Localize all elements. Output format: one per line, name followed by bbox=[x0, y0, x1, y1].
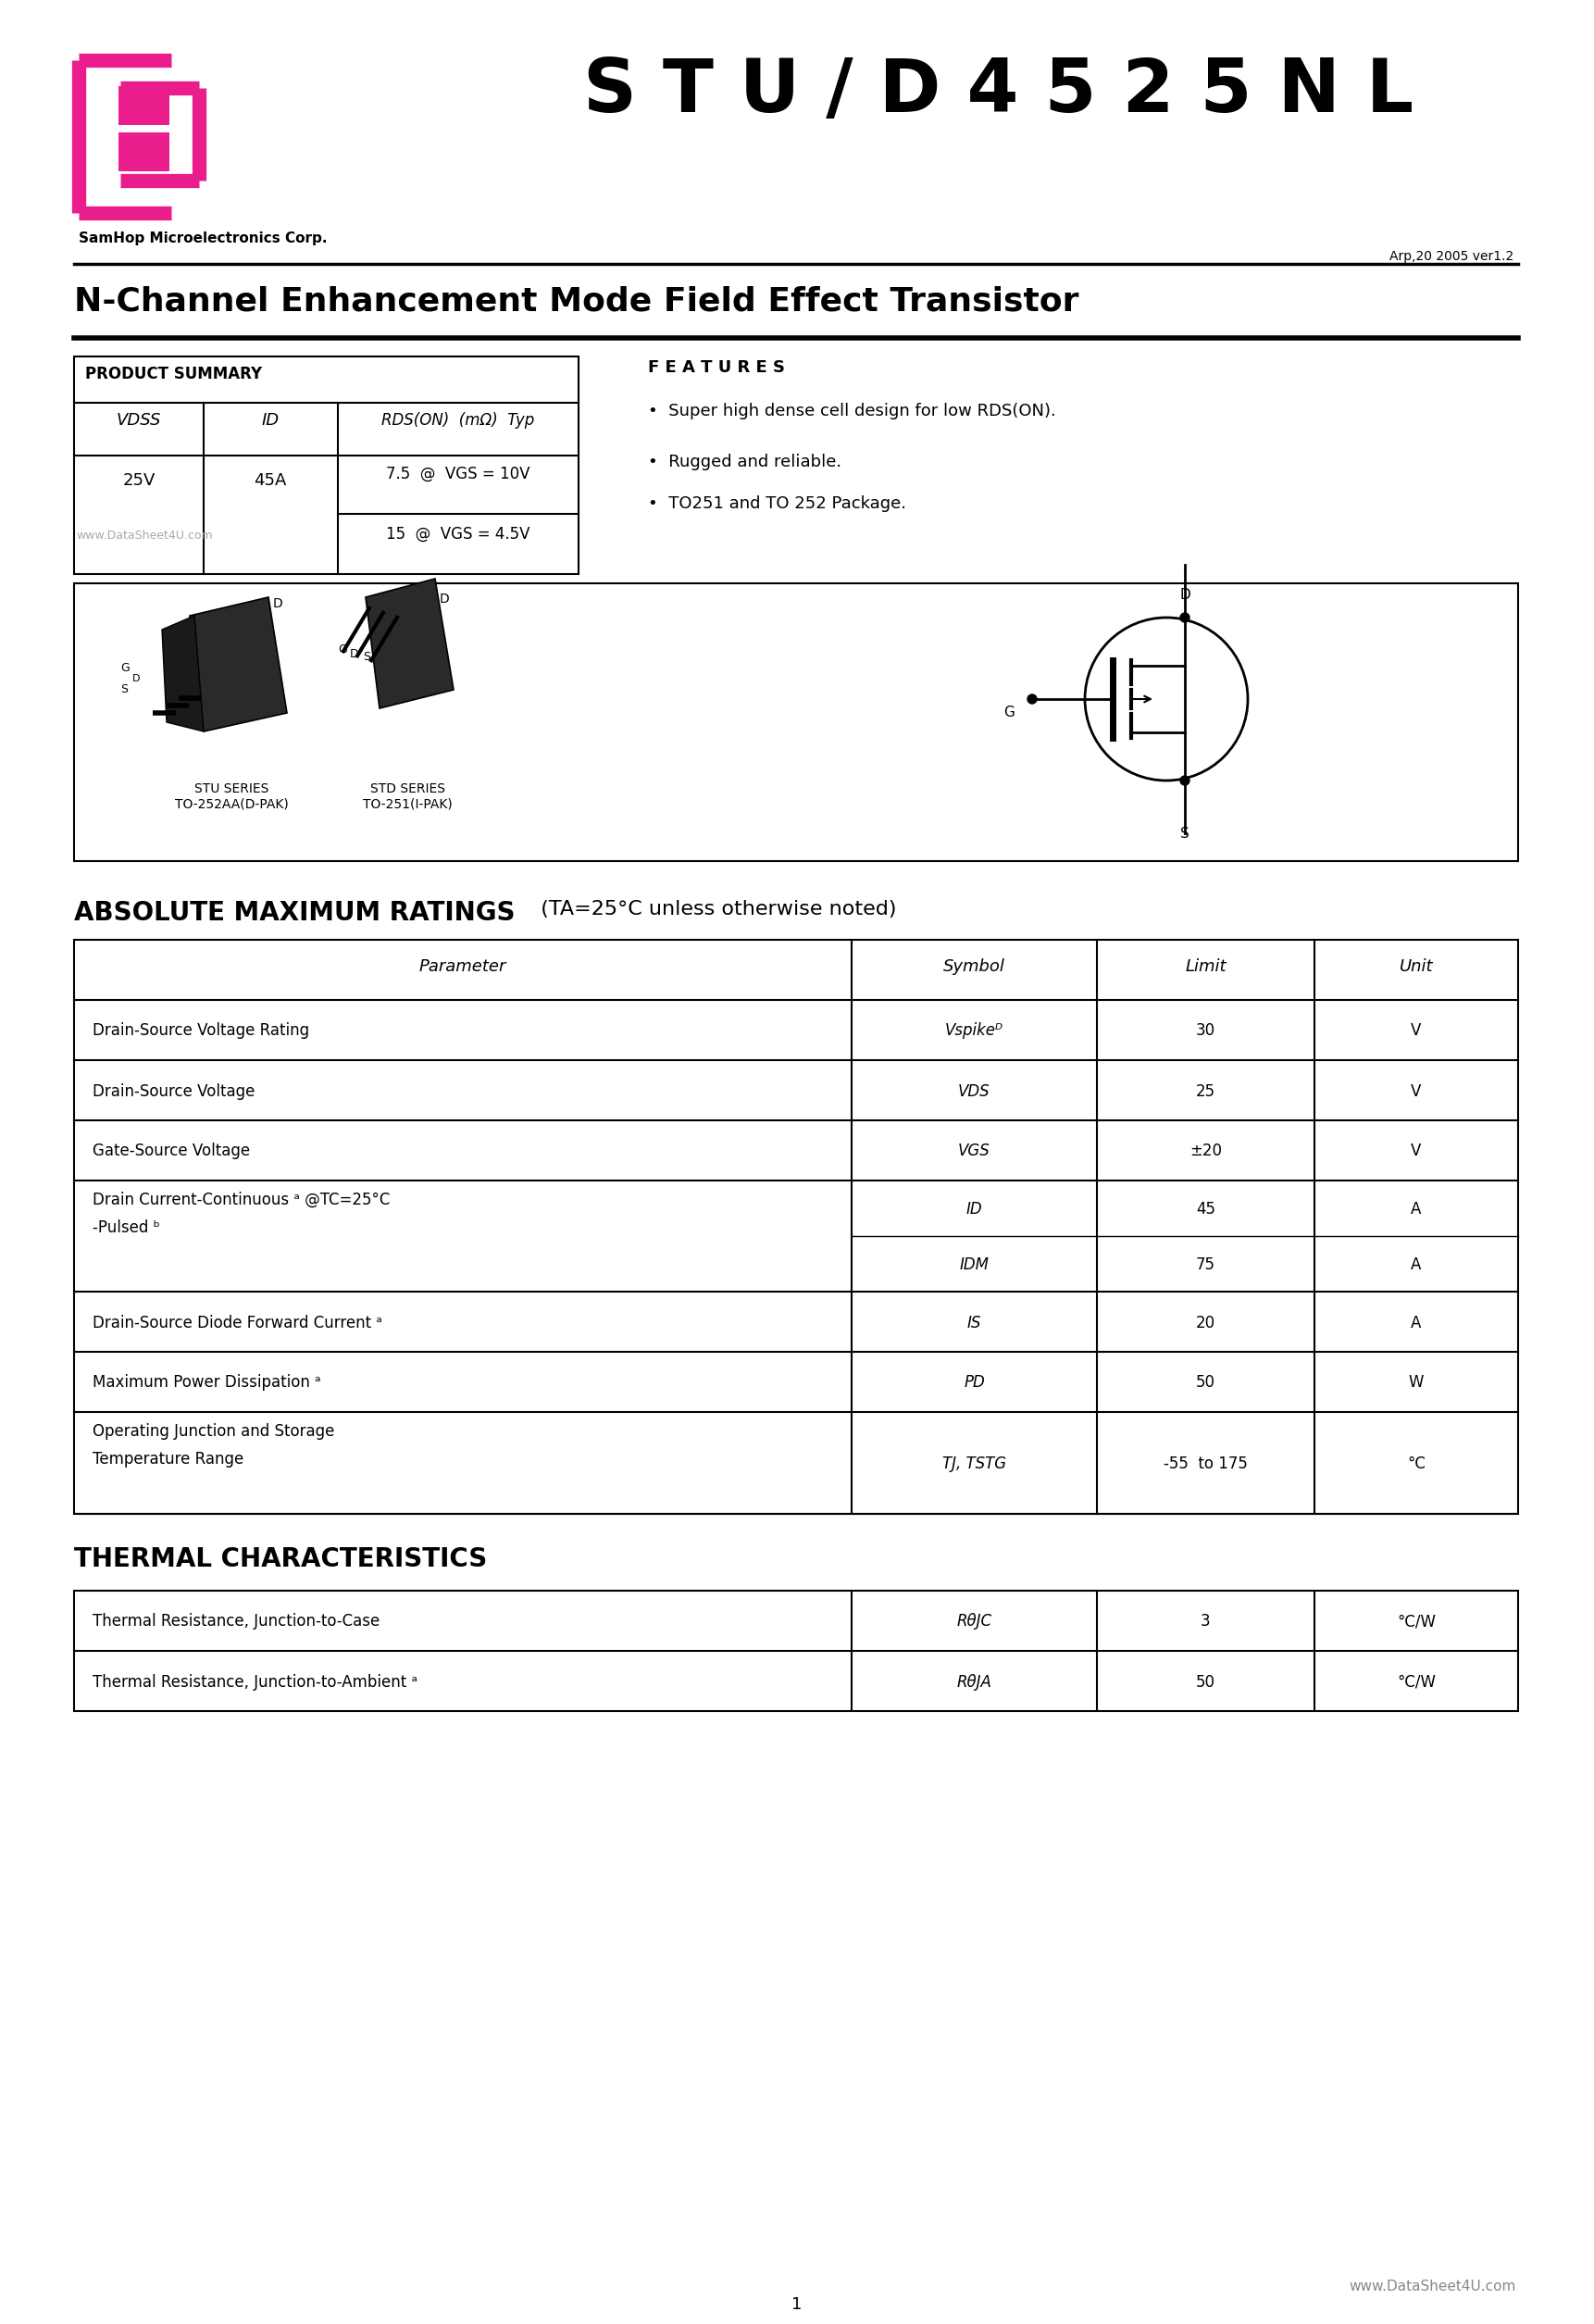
Bar bbox=[118, 132, 169, 172]
Text: N-Channel Enhancement Mode Field Effect Transistor: N-Channel Enhancement Mode Field Effect … bbox=[73, 286, 1079, 316]
Text: 7.5  @  VGS = 10V: 7.5 @ VGS = 10V bbox=[386, 465, 531, 483]
Text: STU SERIES
TO-252AA(D-PAK): STU SERIES TO-252AA(D-PAK) bbox=[175, 783, 289, 811]
Text: Drain-Source Voltage Rating: Drain-Source Voltage Rating bbox=[92, 1023, 309, 1039]
Bar bbox=[73, 356, 579, 574]
Text: Gate-Source Voltage: Gate-Source Voltage bbox=[92, 1143, 250, 1160]
Text: 75: 75 bbox=[1196, 1257, 1215, 1274]
Text: G: G bbox=[120, 662, 129, 674]
Text: Thermal Resistance, Junction-to-Ambient ᵃ: Thermal Resistance, Junction-to-Ambient … bbox=[92, 1673, 418, 1690]
Text: (TA=25°C unless otherwise noted): (TA=25°C unless otherwise noted) bbox=[528, 899, 896, 918]
Text: Vspikeᴰ: Vspikeᴰ bbox=[945, 1023, 1004, 1039]
Text: RθJC: RθJC bbox=[956, 1613, 991, 1629]
Text: Arp,20 2005 ver1.2: Arp,20 2005 ver1.2 bbox=[1390, 251, 1513, 263]
Text: PD: PD bbox=[964, 1373, 985, 1392]
Text: S: S bbox=[1180, 827, 1189, 841]
Text: G: G bbox=[338, 644, 347, 655]
Text: 1: 1 bbox=[792, 2296, 802, 2312]
Text: THERMAL CHARACTERISTICS: THERMAL CHARACTERISTICS bbox=[73, 1545, 488, 1571]
Text: SamHop Microelectronics Corp.: SamHop Microelectronics Corp. bbox=[78, 232, 327, 246]
Text: °C/W: °C/W bbox=[1396, 1673, 1436, 1690]
Circle shape bbox=[1086, 618, 1248, 781]
Circle shape bbox=[1028, 695, 1036, 704]
Text: Parameter: Parameter bbox=[419, 957, 507, 976]
Text: ID: ID bbox=[261, 411, 279, 428]
Text: A: A bbox=[1411, 1257, 1422, 1274]
Text: 25: 25 bbox=[1196, 1083, 1216, 1099]
Text: Drain-Source Voltage: Drain-Source Voltage bbox=[92, 1083, 255, 1099]
Text: RθJA: RθJA bbox=[956, 1673, 991, 1690]
Bar bbox=[73, 583, 1517, 862]
Text: TJ, TSTG: TJ, TSTG bbox=[942, 1455, 1006, 1471]
Text: 25V: 25V bbox=[123, 472, 155, 488]
Text: D: D bbox=[1180, 588, 1191, 602]
Text: Drain-Source Diode Forward Current ᵃ: Drain-Source Diode Forward Current ᵃ bbox=[92, 1315, 383, 1332]
Text: A: A bbox=[1411, 1315, 1422, 1332]
Text: 45A: 45A bbox=[253, 472, 287, 488]
Text: Limit: Limit bbox=[1184, 957, 1226, 976]
Text: S: S bbox=[120, 683, 128, 695]
Text: Maximum Power Dissipation ᵃ: Maximum Power Dissipation ᵃ bbox=[92, 1373, 320, 1392]
Text: V: V bbox=[1411, 1023, 1422, 1039]
Text: PRODUCT SUMMARY: PRODUCT SUMMARY bbox=[84, 365, 261, 383]
Text: -55  to 175: -55 to 175 bbox=[1164, 1455, 1248, 1471]
Text: 50: 50 bbox=[1196, 1373, 1215, 1392]
Text: W: W bbox=[1409, 1373, 1423, 1392]
Text: VDSS: VDSS bbox=[116, 411, 161, 428]
Text: 20: 20 bbox=[1196, 1315, 1216, 1332]
Text: ID: ID bbox=[966, 1202, 982, 1218]
Text: VDS: VDS bbox=[958, 1083, 990, 1099]
Polygon shape bbox=[365, 579, 454, 709]
Text: STD SERIES
TO-251(I-PAK): STD SERIES TO-251(I-PAK) bbox=[362, 783, 453, 811]
Text: ABSOLUTE MAXIMUM RATINGS: ABSOLUTE MAXIMUM RATINGS bbox=[73, 899, 515, 925]
Text: Symbol: Symbol bbox=[944, 957, 1006, 976]
Text: Unit: Unit bbox=[1400, 957, 1433, 976]
Text: S: S bbox=[363, 651, 370, 662]
Text: •  Super high dense cell design for low RDS(ON).: • Super high dense cell design for low R… bbox=[649, 402, 1055, 418]
Text: 3: 3 bbox=[1200, 1613, 1210, 1629]
Text: S T U / D 4 5 2 5 N L: S T U / D 4 5 2 5 N L bbox=[583, 56, 1414, 128]
Text: VGS: VGS bbox=[958, 1143, 990, 1160]
Text: F E A T U R E S: F E A T U R E S bbox=[649, 360, 784, 376]
Text: RDS(ON)  (mΩ)  Typ: RDS(ON) (mΩ) Typ bbox=[381, 411, 534, 428]
Text: D: D bbox=[273, 597, 284, 611]
Text: -Pulsed ᵇ: -Pulsed ᵇ bbox=[92, 1220, 159, 1236]
Text: °C: °C bbox=[1408, 1455, 1425, 1471]
Text: G: G bbox=[1004, 706, 1014, 720]
Text: www.DataSheet4U.com: www.DataSheet4U.com bbox=[1349, 2280, 1516, 2294]
Bar bbox=[73, 939, 1517, 1513]
Text: V: V bbox=[1411, 1083, 1422, 1099]
Text: 30: 30 bbox=[1196, 1023, 1216, 1039]
Circle shape bbox=[1180, 614, 1189, 623]
Text: 15  @  VGS = 4.5V: 15 @ VGS = 4.5V bbox=[386, 525, 531, 541]
Polygon shape bbox=[163, 616, 204, 732]
Text: IS: IS bbox=[968, 1315, 982, 1332]
Circle shape bbox=[1180, 776, 1189, 786]
Text: V: V bbox=[1411, 1143, 1422, 1160]
Text: Temperature Range: Temperature Range bbox=[92, 1450, 244, 1466]
Text: A: A bbox=[1411, 1202, 1422, 1218]
Text: www.DataSheet4U.com: www.DataSheet4U.com bbox=[77, 530, 212, 541]
Text: Thermal Resistance, Junction-to-Case: Thermal Resistance, Junction-to-Case bbox=[92, 1613, 379, 1629]
Text: Drain Current-Continuous ᵃ @TC=25°C: Drain Current-Continuous ᵃ @TC=25°C bbox=[92, 1192, 391, 1208]
Text: 50: 50 bbox=[1196, 1673, 1215, 1690]
Text: 45: 45 bbox=[1196, 1202, 1215, 1218]
Text: D: D bbox=[351, 648, 359, 660]
Text: Operating Junction and Storage: Operating Junction and Storage bbox=[92, 1422, 335, 1441]
Bar bbox=[73, 1590, 1517, 1710]
Text: IDM: IDM bbox=[960, 1257, 988, 1274]
Bar bbox=[118, 86, 169, 125]
Text: D: D bbox=[132, 674, 140, 683]
Polygon shape bbox=[190, 597, 287, 732]
Text: •  Rugged and reliable.: • Rugged and reliable. bbox=[649, 453, 842, 469]
Text: ±20: ±20 bbox=[1189, 1143, 1223, 1160]
Text: °C/W: °C/W bbox=[1396, 1613, 1436, 1629]
Text: D: D bbox=[440, 593, 450, 607]
Text: •  TO251 and TO 252 Package.: • TO251 and TO 252 Package. bbox=[649, 495, 907, 511]
